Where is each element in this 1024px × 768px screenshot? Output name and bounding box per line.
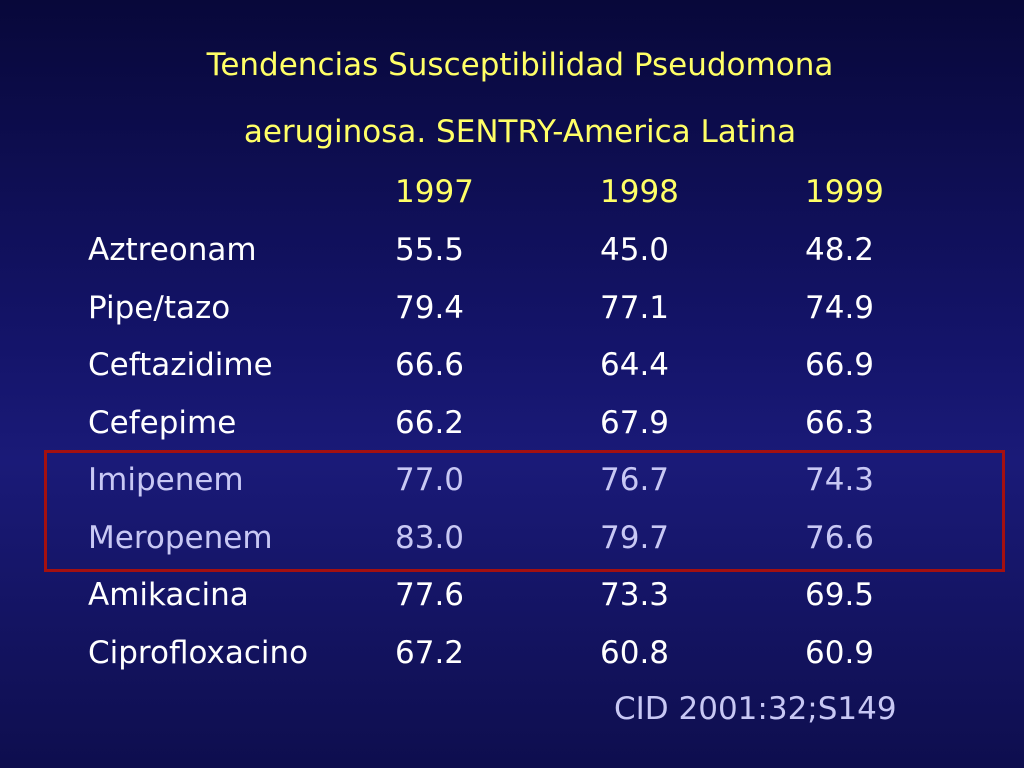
title-line: Tendencias Susceptibilidad Pseudomona bbox=[206, 47, 834, 83]
cell: 45.0 bbox=[600, 232, 670, 268]
cell: 76.7 bbox=[600, 462, 670, 498]
row-label: Pipe/tazo bbox=[88, 289, 231, 326]
cell: 79.7 bbox=[600, 519, 670, 556]
cell: 73.3 bbox=[600, 577, 670, 613]
cell: 74.3 bbox=[805, 462, 875, 498]
row-label: Meropenem bbox=[88, 519, 273, 556]
cell: 83.0 bbox=[395, 519, 465, 556]
row-label: Aztreonam bbox=[88, 232, 257, 268]
column-header: 1997 bbox=[395, 174, 474, 210]
cell: 66.2 bbox=[395, 404, 465, 441]
cell: 66.3 bbox=[805, 404, 875, 441]
highlight-box bbox=[44, 450, 1005, 572]
row-label: Amikacina bbox=[88, 577, 249, 613]
cell: 55.5 bbox=[395, 232, 465, 268]
source: CID 2001:32;S149 bbox=[614, 691, 897, 727]
cell: 77.1 bbox=[600, 289, 670, 326]
cell: 60.9 bbox=[805, 634, 875, 671]
cell: 66.9 bbox=[805, 347, 875, 383]
cell: 77.0 bbox=[395, 462, 465, 498]
cell: 60.8 bbox=[600, 634, 670, 671]
cell: 77.6 bbox=[395, 577, 465, 613]
cell: 67.9 bbox=[600, 404, 670, 441]
cell: 76.6 bbox=[805, 519, 875, 556]
row-label: Cefepime bbox=[88, 404, 237, 441]
row-label: Ciprofloxacino bbox=[88, 634, 309, 671]
column-header: 1998 bbox=[600, 174, 679, 210]
column-header: 1999 bbox=[805, 174, 884, 210]
row-label: Ceftazidime bbox=[88, 347, 273, 383]
title-line: aeruginosa. SENTRY-America Latina bbox=[243, 114, 797, 150]
cell: 74.9 bbox=[805, 289, 875, 326]
cell: 66.6 bbox=[395, 347, 465, 383]
cell: 79.4 bbox=[395, 289, 465, 326]
cell: 67.2 bbox=[395, 634, 465, 671]
row-label: Imipenem bbox=[88, 462, 244, 498]
cell: 48.2 bbox=[805, 232, 875, 268]
cell: 69.5 bbox=[805, 577, 875, 613]
cell: 64.4 bbox=[600, 347, 670, 383]
